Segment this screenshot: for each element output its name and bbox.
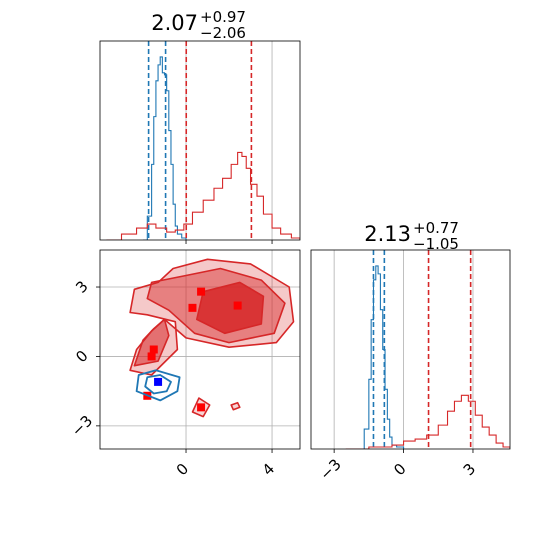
sample-marker-0-2 — [233, 301, 242, 310]
x-tick-label: 0 — [390, 460, 409, 479]
title-bottom-right-minus: −1.05 — [413, 235, 459, 253]
x-tick-label: 0 — [173, 460, 192, 479]
sample-marker-0-1 — [188, 303, 197, 312]
title-top-left-plus: +0.97 — [200, 8, 246, 26]
sample-marker-0-0 — [197, 287, 206, 296]
histogram-series-1 — [345, 394, 510, 449]
x-tick-label: −3 — [316, 455, 344, 483]
contour-bottom-left-panel: 0 4 3 0 −3 — [68, 249, 301, 479]
panel-frame — [99, 40, 301, 241]
panel-frame — [310, 249, 511, 450]
contour-0-level-5 — [230, 401, 241, 411]
histogram-series-0 — [143, 56, 187, 240]
contour-1-level-1 — [144, 374, 172, 395]
histogram-bottom-right-panel: −3 0 3 — [310, 249, 511, 484]
contour-0-level-3 — [133, 318, 170, 367]
y-tick-label: −3 — [68, 412, 96, 440]
title-top-left-median: 2.07 — [151, 11, 198, 35]
x-tick-label: 4 — [259, 460, 278, 479]
sample-marker-0-3 — [149, 345, 158, 354]
histogram-series-0 — [357, 265, 405, 449]
title-top-left-minus: −2.06 — [200, 24, 246, 42]
histogram-series-1 — [106, 151, 300, 240]
sample-marker-0-6 — [197, 403, 206, 412]
histogram-top-left-panel — [99, 40, 301, 244]
title-bottom-right-median: 2.13 — [364, 222, 411, 246]
sample-marker-0-4 — [147, 352, 156, 361]
title-bottom-right-plus: +0.77 — [413, 219, 459, 237]
contour-0-level-2 — [196, 281, 265, 335]
y-tick-label: 0 — [72, 347, 91, 366]
contour-1-level-0 — [135, 369, 181, 402]
contour-area — [100, 250, 300, 449]
y-tick-label: 3 — [72, 277, 91, 296]
x-tick-label: 3 — [460, 460, 479, 479]
panel-frame — [99, 249, 301, 450]
sample-marker-1-0 — [154, 377, 163, 386]
